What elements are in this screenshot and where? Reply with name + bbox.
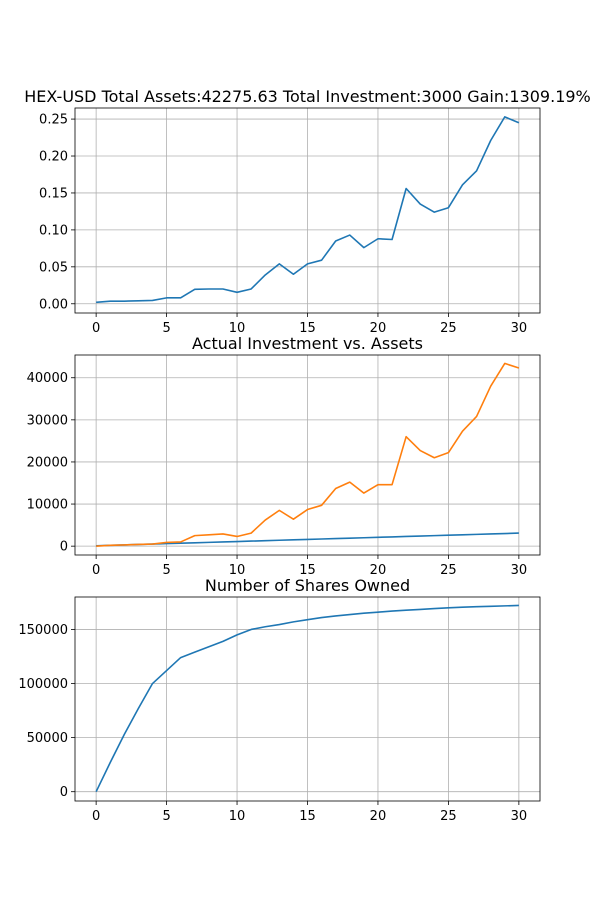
x-tick-label: 15 [299,563,316,578]
grid [75,108,540,313]
x-tick-label: 20 [370,563,387,578]
y-tick-label: 100000 [18,677,68,692]
y-tick-label: 40000 [27,371,68,386]
subplot-2-title: Actual Investment vs. Assets [192,334,423,353]
x-tick-label: 10 [229,809,246,824]
x-tick-label: 0 [92,563,100,578]
subplot-3: 0 5 10 15 20 25 30 0 50000 100000 150000 Number of … [18,576,541,824]
x-tick-label: 5 [162,321,170,336]
x-tick-label: 0 [92,809,100,824]
x-tick-label: 20 [370,321,387,336]
x-tick-label: 25 [440,321,457,336]
y-tick-label: 20000 [27,455,68,470]
x-tick-label: 15 [299,321,316,336]
subplot-2: 0 5 10 15 20 25 30 0 10000 20000 30000 40000 Actual … [27,334,541,578]
subplot-1-title: HEX-USD Total Assets:42275.63 Total Inve… [24,87,591,106]
x-tick-label: 20 [370,809,387,824]
y-tick-label: 50000 [27,731,68,746]
y-tick-label: 0.05 [39,260,68,275]
y-tick-label: 30000 [27,413,68,428]
x-tick-label: 10 [229,563,246,578]
x-tick-label: 10 [229,321,246,336]
x-tick-label: 25 [440,563,457,578]
y-tick-label: 0 [60,785,68,800]
y-tick-label: 150000 [18,623,68,638]
y-tick-label: 0.00 [39,297,68,312]
y-tick-label: 0.25 [39,113,68,128]
x-tick-label: 5 [162,809,170,824]
x-tick-label: 5 [162,563,170,578]
y-tick-label: 0 [60,540,68,555]
x-tick-label: 0 [92,321,100,336]
grid [75,355,540,555]
x-tick-label: 30 [511,809,528,824]
x-tick-label: 15 [299,809,316,824]
subplot-3-title: Number of Shares Owned [205,576,410,595]
subplot-1: 0 5 10 15 20 25 30 0.00 0.05 0.10 0.15 0.20 0.25 HEX-… [24,87,591,336]
y-tick-label: 0.10 [39,223,68,238]
series-line-2 [96,362,520,547]
x-tick-label: 30 [511,563,528,578]
x-tick-label: 30 [511,321,528,336]
y-tick-label: 0.20 [39,150,68,165]
y-tick-label: 10000 [27,498,68,513]
series-line-1 [95,604,519,793]
series-line-1 [96,532,519,547]
x-tick-label: 25 [440,809,457,824]
y-tick-label: 0.15 [39,186,68,201]
series-line-1 [96,116,520,304]
